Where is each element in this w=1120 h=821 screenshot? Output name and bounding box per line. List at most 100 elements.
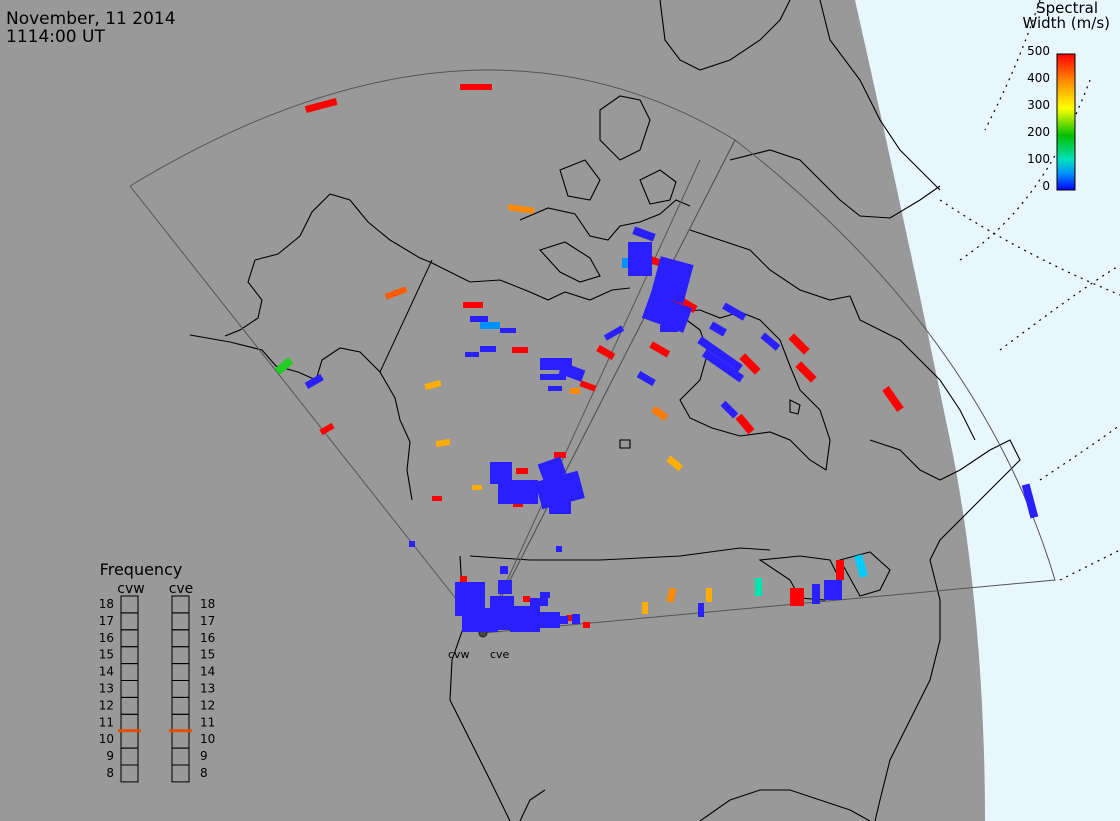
echo-cell [706,588,712,602]
echo-cell [510,606,540,632]
time-label: 1114:00 UT [6,27,105,47]
echo-cell [632,226,656,242]
echo-cell [603,325,625,341]
echo-cell [319,422,335,436]
echo-cell [739,353,761,375]
echo-cell [795,361,817,383]
echo-cell [384,286,408,300]
echo-cell [432,496,442,501]
echo-cell [651,405,669,421]
legend-title-line1: Spectral [1036,0,1098,17]
echo-cell [755,578,762,596]
radar-label-cve: cve [490,648,510,661]
echo-cell [735,413,755,435]
echo-cell [1021,483,1039,519]
echo-cell [512,347,528,353]
echo-cell [530,598,548,606]
echo-cell [709,321,727,337]
echo-cell [424,380,442,390]
frequency-label-right: 10 [200,732,215,746]
echo-cell [463,302,483,308]
frequency-label-right: 13 [200,682,215,696]
spectral-width-legend: Spectral Width (m/s) 500 400 300 200 100… [1022,0,1110,193]
echo-cell [500,328,516,333]
echo-cell [498,480,538,504]
echo-cell [472,485,482,490]
echo-cell [697,336,743,372]
echo-cell [304,373,324,389]
frequency-label-left: 13 [99,682,114,696]
frequency-panel: Frequency cvw cve 18 18 17 17 16 16 15 15 14 14 13… [99,560,216,783]
frequency-label-right: 15 [200,648,215,662]
legend-color-ramp [1056,53,1076,191]
echo-cell [470,316,488,322]
echo-cell [507,204,535,214]
legend-title-line2: Width (m/s) [1022,14,1110,32]
echo-cell [666,587,677,603]
fov-cvw [129,69,736,634]
echo-cell [535,470,585,510]
echo-cell [549,500,571,514]
legend-tick: 200 [1027,125,1050,139]
frequency-scale-boxes [118,595,192,783]
echo-cell [560,616,568,624]
echo-cell [304,97,338,114]
frequency-label-left: 14 [99,665,114,679]
echo-cell [641,293,693,333]
echo-cell [812,584,820,604]
echo-cell [649,341,671,358]
frequency-label-left: 11 [99,715,114,729]
echo-cell [572,614,580,624]
fov-cve [482,139,1056,634]
frequency-marker-cvw [118,729,141,733]
frequency-channel-cvw: cvw [117,581,144,597]
frequency-label-right: 12 [200,698,215,712]
echo-cell [460,576,467,582]
echo-cell [538,612,560,628]
echo-cell [435,438,451,448]
echo-cell [480,346,496,352]
echo-cell [628,242,652,276]
frequency-label-left: 10 [99,732,114,746]
echo-cell [554,452,566,458]
echo-cell [490,462,512,484]
legend-tick: 500 [1027,44,1050,58]
frequency-label-right: 16 [200,631,215,645]
frequency-title: Frequency [100,560,183,579]
echo-cell [558,362,586,382]
echo-cell [701,349,745,383]
coastlines [189,0,1021,821]
echo-cell [274,357,294,375]
radar-label-cvw: cvw [448,648,470,661]
frequency-label-right: 18 [200,597,215,611]
radar-echoes [274,84,1039,632]
echo-cell [650,256,694,304]
echo-cell [540,592,550,598]
echo-cell [790,588,804,606]
frequency-label-left: 16 [99,631,114,645]
echo-cell [465,352,479,357]
frequency-marker-cve [169,729,192,733]
echo-cell [537,456,567,482]
echo-cell [824,580,842,600]
frequency-scale-labels: 18 18 17 17 16 16 15 15 14 14 13 13 12 12 11 11 10 10 9 9 8 8 [99,597,216,780]
frequency-label-right: 9 [200,749,208,763]
echo-cell [516,468,528,474]
space-region [855,0,1120,821]
frequency-label-right: 14 [200,665,215,679]
date-label: November, 11 2014 [6,9,176,29]
echo-cell [460,84,492,90]
echo-cell [570,388,580,394]
echo-cell [854,554,868,578]
frequency-label-right: 17 [200,614,215,628]
echo-cell [882,386,904,412]
echo-cell [720,400,739,419]
echo-cell [836,560,844,580]
frequency-label-left: 9 [106,749,114,763]
echo-cell [788,333,810,355]
frequency-label-left: 8 [106,766,114,780]
echo-cell [722,302,747,321]
echo-cell [760,332,781,351]
echo-cell [666,455,684,472]
